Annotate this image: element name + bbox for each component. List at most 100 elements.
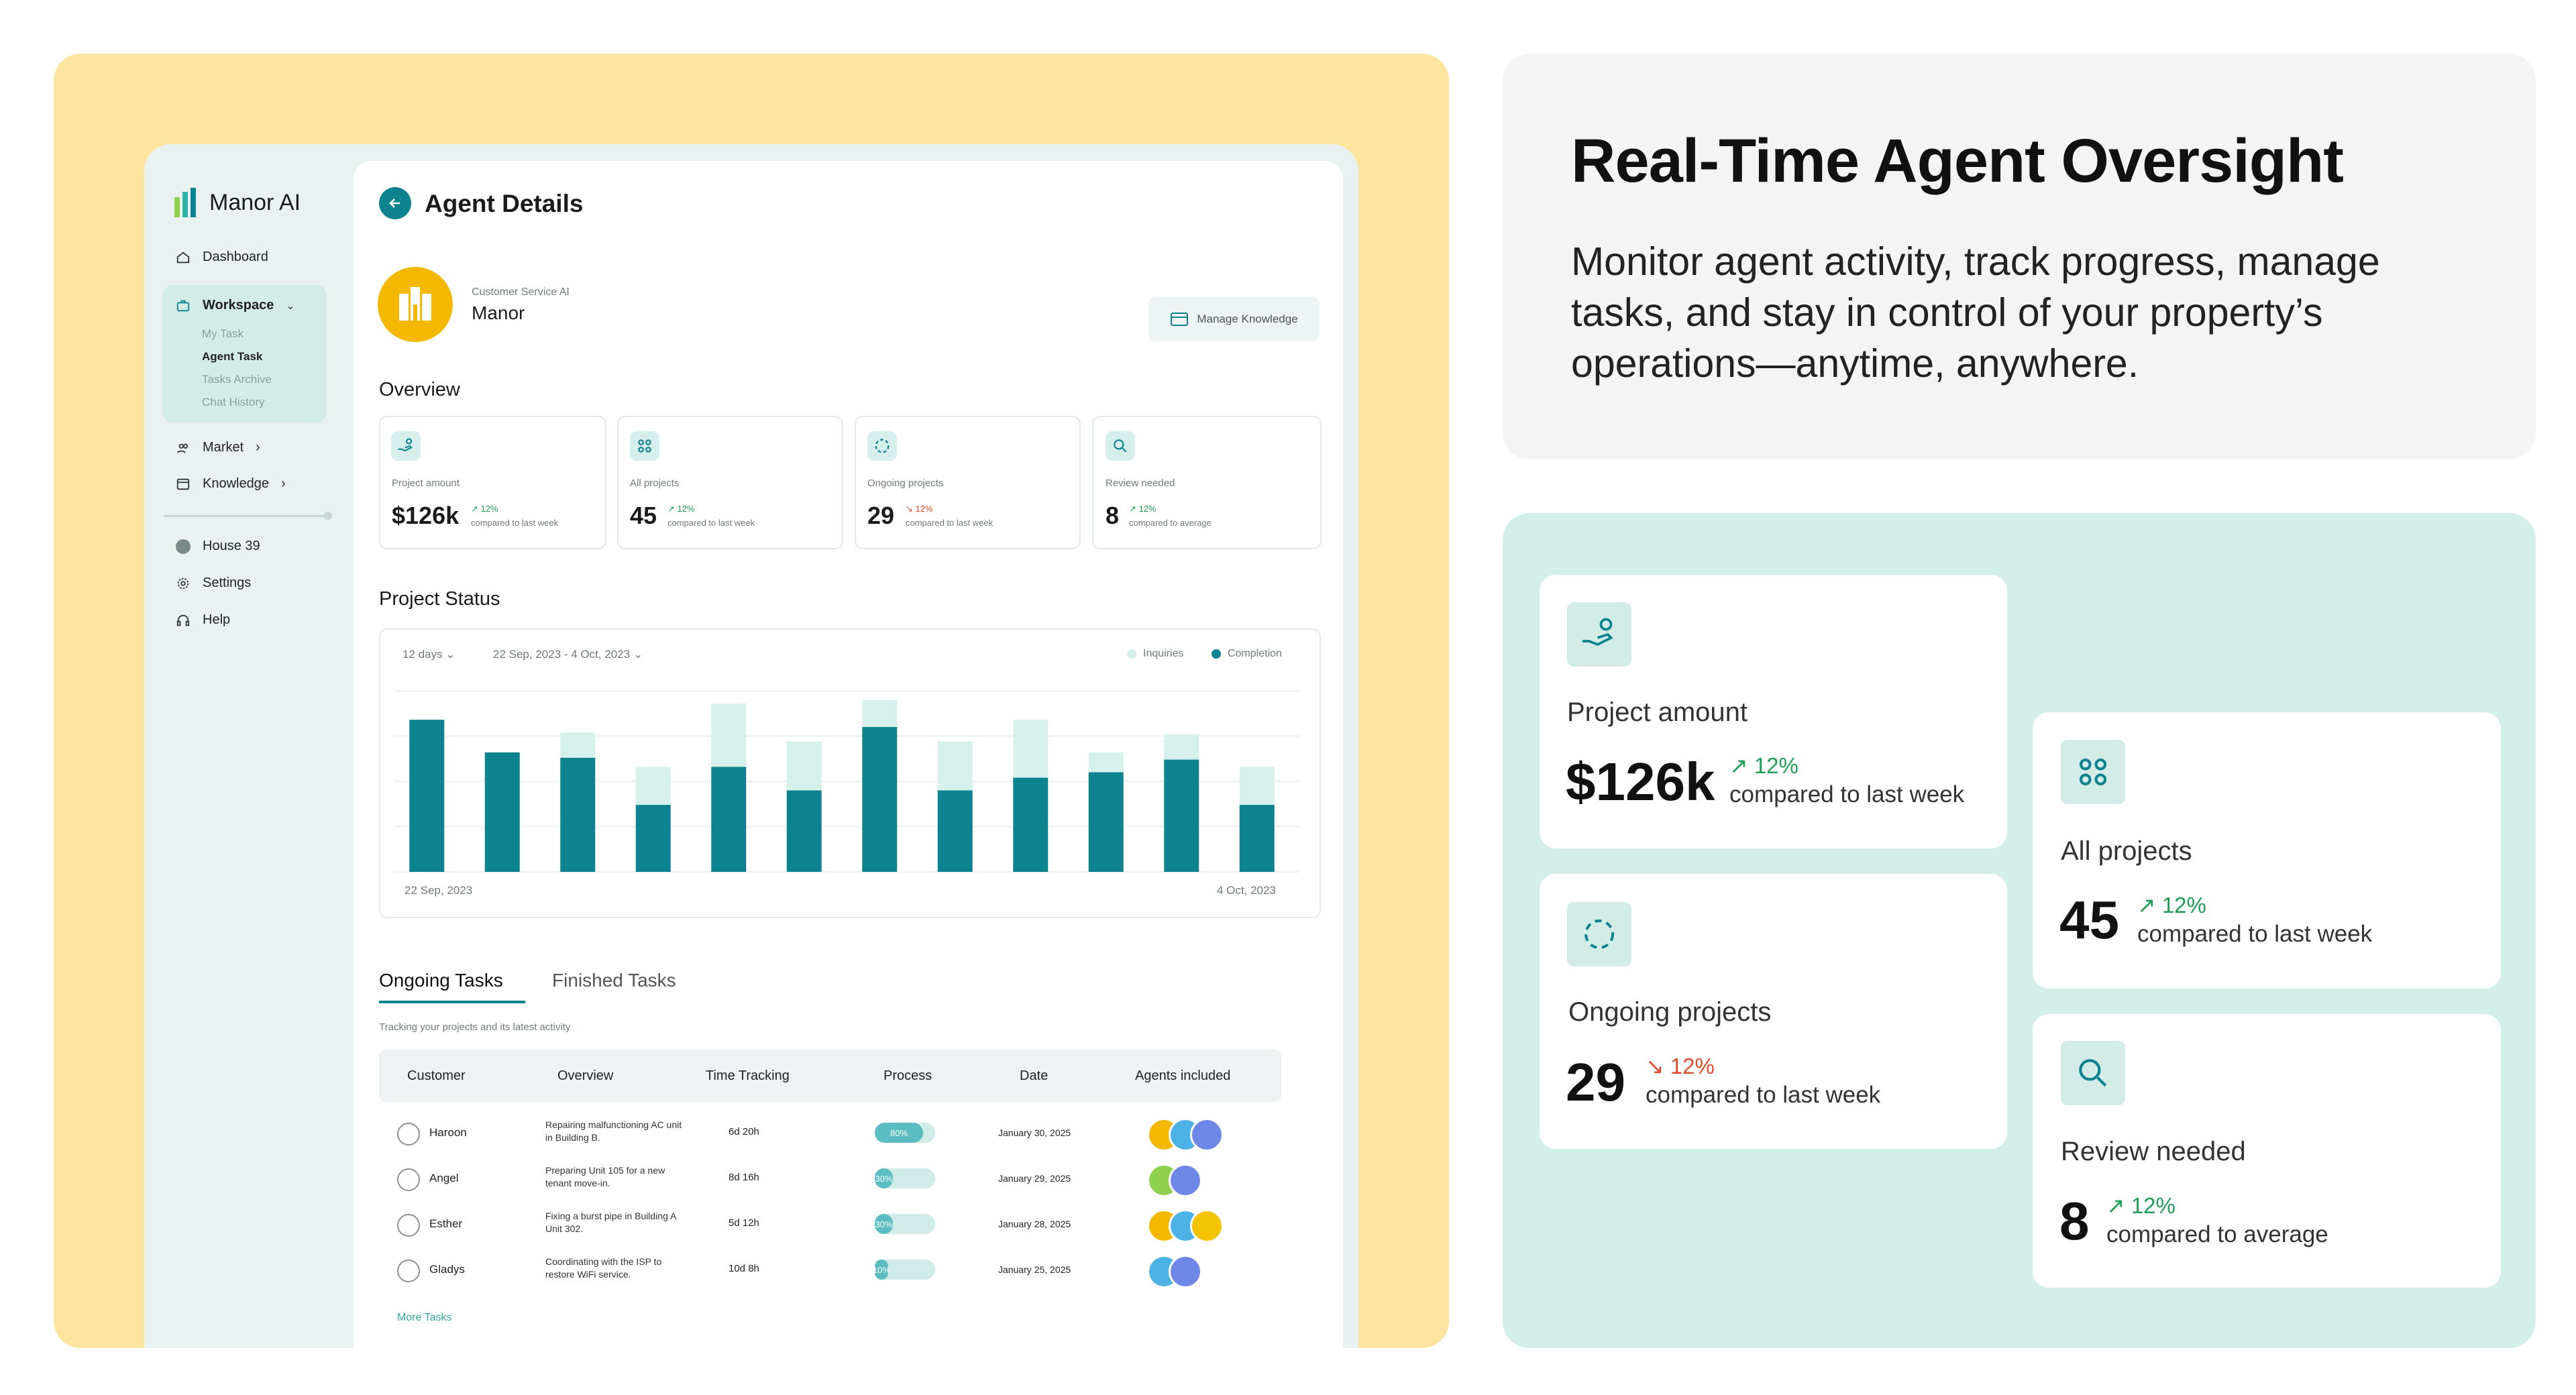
sidebar-label: Settings xyxy=(203,575,252,590)
cell-customer: Esther xyxy=(429,1217,463,1230)
sidebar-subitem-my-task[interactable]: My Task xyxy=(202,327,244,340)
stat-compare: compared to last week xyxy=(667,518,755,528)
column-header[interactable]: Time Tracking xyxy=(706,1068,790,1083)
bar-completion xyxy=(862,727,898,872)
stat-label: Project amount xyxy=(392,478,460,489)
row-checkbox[interactable] xyxy=(397,1123,420,1146)
agent-avatar xyxy=(378,267,453,342)
sidebar-item-workspace[interactable]: Workspace ⌄ xyxy=(176,298,295,313)
row-checkbox[interactable] xyxy=(397,1260,420,1282)
feature-compare: compared to average xyxy=(2106,1221,2328,1247)
manage-knowledge-button[interactable]: Manage Knowledge xyxy=(1148,297,1320,341)
stat-label: Ongoing projects xyxy=(867,478,944,489)
more-tasks-link[interactable]: More Tasks xyxy=(397,1312,452,1323)
sidebar-subitem-chat-history[interactable]: Chat History xyxy=(202,396,265,408)
tab-active-indicator xyxy=(379,1001,525,1003)
brand[interactable]: Manor AI xyxy=(173,186,301,219)
trend-up-icon: ↗ 12% xyxy=(1129,504,1157,514)
range-select[interactable]: 12 days ⌄ xyxy=(402,648,455,661)
feature-compare: compared to last week xyxy=(2137,921,2373,947)
trend-down-icon: ↘ 12% xyxy=(1646,1054,1715,1078)
sidebar-label: Workspace xyxy=(203,298,274,313)
manage-knowledge-label: Manage Knowledge xyxy=(1197,313,1298,325)
agent-avatar[interactable] xyxy=(1190,1118,1224,1152)
hand-coin-icon xyxy=(1567,602,1631,667)
feature-value: 29 xyxy=(1566,1052,1625,1112)
stat-value: 29 xyxy=(867,502,895,529)
date-range-select[interactable]: 22 Sep, 2023 - 4 Oct, 2023 ⌄ xyxy=(493,648,643,661)
knowledge-icon xyxy=(176,478,190,490)
back-arrow-icon xyxy=(389,199,400,208)
building-icon xyxy=(399,287,431,321)
bar-completion xyxy=(786,790,822,872)
stat-label: All projects xyxy=(630,478,680,489)
sidebar-item-help[interactable]: Help xyxy=(176,612,230,628)
hero-title: Real-Time Agent Oversight xyxy=(1571,127,2344,195)
cell-time: 5d 12h xyxy=(729,1217,759,1229)
bar-inquiries xyxy=(862,700,898,727)
search-icon xyxy=(2061,1041,2125,1105)
overview-title: Overview xyxy=(379,379,460,400)
bar-inquiries xyxy=(1164,734,1199,760)
column-header[interactable]: Customer xyxy=(407,1068,466,1083)
dashed-circle-icon xyxy=(867,431,897,461)
bar-inquiries xyxy=(560,732,596,758)
chevron-down-icon: ⌄ xyxy=(286,300,295,312)
column-header[interactable]: Agents included xyxy=(1135,1068,1231,1083)
cell-time: 6d 20h xyxy=(729,1126,759,1137)
book-icon xyxy=(1171,313,1189,326)
settings-icon xyxy=(177,577,189,589)
tab-finished-tasks[interactable]: Finished Tasks xyxy=(552,970,676,991)
stat-label: Review needed xyxy=(1106,478,1175,489)
legend-swatch xyxy=(1212,649,1221,659)
stat-pct: 12% xyxy=(915,504,933,514)
trend-up-icon: ↗ 12% xyxy=(471,504,498,514)
bar-completion xyxy=(1164,759,1199,872)
cell-time: 8d 16h xyxy=(729,1172,759,1183)
tasks-subtitle: Tracking your projects and its latest ac… xyxy=(379,1021,571,1033)
sidebar-label: House 39 xyxy=(203,539,260,553)
trend-up-icon: ↗ 12% xyxy=(2106,1193,2176,1218)
feature-label: All projects xyxy=(2061,836,2192,866)
cell-overview: Coordinating with the ISP to restore WiF… xyxy=(545,1256,662,1280)
back-button[interactable] xyxy=(379,187,411,219)
cell-overview: Fixing a burst pipe in Building A Unit 3… xyxy=(545,1211,676,1234)
bar-completion xyxy=(1013,777,1049,872)
stat-compare: compared to average xyxy=(1129,518,1212,528)
agent-avatar[interactable] xyxy=(1190,1209,1224,1243)
cell-date: January 29, 2025 xyxy=(998,1173,1071,1184)
row-checkbox[interactable] xyxy=(397,1214,420,1237)
grid-icon xyxy=(2061,740,2125,804)
sidebar-subitem-agent-task[interactable]: Agent Task xyxy=(202,350,263,363)
sidebar-item-settings[interactable]: Settings xyxy=(176,575,251,591)
stat-compare: compared to last week xyxy=(906,518,994,528)
sidebar-item-dashboard[interactable]: Dashboard xyxy=(176,249,268,265)
progress-bar: 80% xyxy=(875,1123,935,1143)
scroll-handle[interactable] xyxy=(324,512,332,520)
bar-completion xyxy=(1088,772,1124,872)
column-header[interactable]: Date xyxy=(1020,1068,1049,1083)
agent-avatar[interactable] xyxy=(1169,1164,1202,1197)
hero-body: Monitor agent activity, track progress, … xyxy=(1571,239,2380,386)
x-axis-start-label: 22 Sep, 2023 xyxy=(405,884,473,897)
avatar xyxy=(176,539,191,554)
sidebar-item-house[interactable]: House 39 xyxy=(176,539,260,554)
legend-swatch xyxy=(1127,649,1136,659)
feature-value: 8 xyxy=(2059,1191,2090,1251)
row-checkbox[interactable] xyxy=(397,1168,420,1191)
tab-ongoing-tasks[interactable]: Ongoing Tasks xyxy=(379,970,503,991)
stat-pct: 12% xyxy=(1138,504,1157,514)
bar-inquiries xyxy=(786,741,822,791)
stat-card-ongoing-projects[interactable] xyxy=(855,416,1081,549)
sidebar-item-market[interactable]: Market › xyxy=(176,440,260,455)
column-header[interactable]: Process xyxy=(883,1068,932,1083)
column-header[interactable]: Overview xyxy=(557,1068,614,1083)
help-icon xyxy=(176,614,190,626)
sidebar-item-knowledge[interactable]: Knowledge › xyxy=(176,476,286,492)
feature-value: 45 xyxy=(2059,890,2119,950)
sidebar-subitem-tasks-archive[interactable]: Tasks Archive xyxy=(202,373,272,386)
chevron-right-icon: › xyxy=(256,440,260,455)
feature-pct: 12% xyxy=(2131,1193,2176,1218)
briefcase-icon xyxy=(176,300,190,311)
agent-avatar[interactable] xyxy=(1169,1255,1202,1288)
